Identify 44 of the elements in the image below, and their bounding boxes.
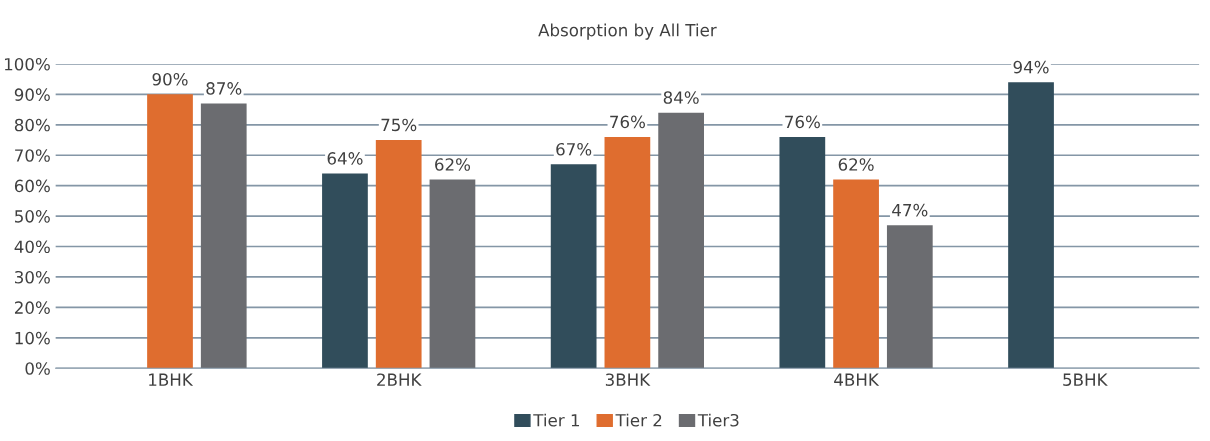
legend-label: Tier3 [697, 413, 739, 427]
bar [604, 136, 651, 369]
y-tick-label: 0% [25, 362, 50, 375]
data-label: 94% [1013, 60, 1049, 74]
data-label: 76% [785, 115, 820, 129]
data-label: 76% [610, 115, 645, 129]
y-tick-label: 50% [15, 210, 50, 223]
x-tick-label: 2BHK [377, 373, 422, 386]
data-label: 84% [663, 91, 699, 104]
bar [833, 179, 879, 369]
y-tick-label: 80% [14, 118, 50, 132]
x-tick-label: 3BHK [605, 373, 651, 386]
data-label: 64% [327, 152, 363, 165]
data-label: 75% [381, 118, 417, 132]
legend-label: Tier 2 [615, 413, 662, 427]
y-tick-label: 90% [14, 88, 50, 101]
y-tick-label: 30% [15, 270, 50, 284]
data-label: 62% [435, 158, 471, 171]
x-tick-label: 1BHK [149, 373, 194, 386]
x-tick-label: 4BHK [834, 373, 880, 386]
data-label: 90% [152, 72, 188, 86]
bar [375, 140, 422, 369]
y-tick-label: 100% [4, 57, 50, 71]
x-tick-label: 5BHK [1063, 373, 1108, 386]
data-label: 67% [556, 142, 592, 156]
bar [1008, 82, 1054, 369]
data-label: 87% [206, 82, 242, 95]
y-tick-label: 60% [14, 179, 50, 193]
bar [200, 103, 247, 369]
y-tick-label: 10% [15, 331, 50, 345]
data-label: 47% [892, 203, 928, 217]
bar [429, 179, 476, 369]
data-label: 62% [838, 158, 874, 171]
bar [779, 136, 826, 369]
bar [658, 112, 704, 369]
bar [147, 94, 193, 369]
y-tick-label: 40% [14, 240, 50, 254]
chart-title: Absorption by All Tier [538, 23, 717, 40]
bar [550, 164, 597, 369]
legend-label: Tier 1 [533, 413, 580, 427]
y-tick-label: 70% [15, 149, 50, 162]
bar [886, 225, 933, 369]
y-tick-label: 20% [14, 301, 50, 314]
bar [322, 173, 368, 369]
